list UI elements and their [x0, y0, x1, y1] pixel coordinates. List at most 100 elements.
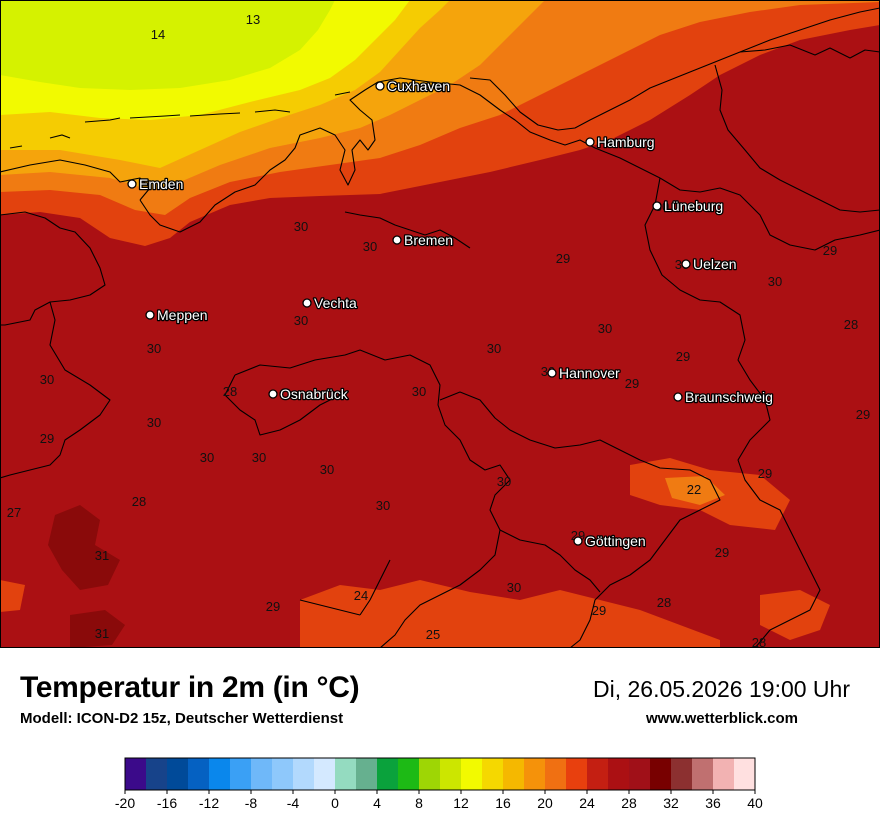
temperature-label: 28: [132, 494, 146, 509]
city-marker[interactable]: [392, 235, 402, 245]
legend-tick-label: 4: [373, 795, 381, 811]
legend-color-swatch: [713, 758, 735, 790]
legend-border: [124, 757, 756, 791]
temp-field-interior-warm: [0, 580, 25, 612]
city-label: Emden: [139, 176, 183, 192]
legend-color-swatch: [482, 758, 504, 790]
forecast-datetime: Di, 26.05.2026 19:00 Uhr: [592, 676, 850, 702]
legend-tick-label: 40: [747, 795, 763, 811]
temperature-label: 30: [376, 498, 390, 513]
website-link[interactable]: www.wetterblick.com: [646, 710, 798, 727]
legend-tick-label: 12: [453, 795, 469, 811]
city-marker[interactable]: [573, 536, 583, 546]
temperature-label: 28: [752, 635, 766, 648]
legend-color-swatch: [545, 758, 567, 790]
temperature-label: 30: [294, 219, 308, 234]
temperature-label: 25: [426, 627, 440, 642]
legend-color-swatch: [188, 758, 210, 790]
temperature-label: 30: [294, 313, 308, 328]
city-marker[interactable]: [673, 392, 683, 402]
city-label: Braunschweig: [685, 389, 773, 405]
temperature-legend: -20 -16 -12 -8 -4 0 4 8 12 16 20 24 28 32 36 40: [115, 757, 763, 811]
temperature-label: 31: [95, 626, 109, 641]
temperature-label: 24: [354, 588, 368, 603]
temperature-label: 28: [657, 595, 671, 610]
temperature-label: 30: [768, 274, 782, 289]
legend-color-swatch: [629, 758, 651, 790]
legend-color-swatch: [419, 758, 441, 790]
temperature-label: 30: [598, 321, 612, 336]
legend-color-swatch: [230, 758, 252, 790]
temperature-label: 29: [676, 349, 690, 364]
city-label: Hamburg: [597, 134, 655, 150]
temp-field-interior-warm: [300, 580, 720, 648]
islands: [9, 91, 351, 149]
model-source: Modell: ICON-D2 15z, Deutscher Wetterdie…: [20, 710, 344, 727]
legend-tick-label: 16: [495, 795, 511, 811]
temperature-label: 22: [687, 482, 701, 497]
city-label: Osnabrück: [280, 386, 349, 402]
legend-color-swatch: [524, 758, 546, 790]
temp-field-yellow-green: [0, 0, 335, 90]
temperature-label: 30: [200, 450, 214, 465]
legend-color-swatch: [335, 758, 357, 790]
legend-color-swatch: [272, 758, 294, 790]
temperature-label: 14: [151, 27, 165, 42]
map-title: Temperatur in 2m (in °C): [20, 671, 360, 704]
temperature-label: 30: [147, 415, 161, 430]
temperature-label: 31: [95, 548, 109, 563]
city-label: Uelzen: [693, 256, 737, 272]
legend-tick-label: -12: [199, 795, 219, 811]
legend-tick-label: 8: [415, 795, 423, 811]
city-marker[interactable]: [127, 179, 137, 189]
temperature-label: 29: [856, 407, 870, 422]
city-marker[interactable]: [652, 201, 662, 211]
legend-color-swatch: [566, 758, 588, 790]
temperature-label: 29: [40, 431, 54, 446]
legend-tick-label: 0: [331, 795, 339, 811]
city-label: Meppen: [157, 307, 208, 323]
city-label: Cuxhaven: [387, 78, 450, 94]
legend-color-swatch: [734, 758, 756, 790]
temperature-label: 28: [844, 317, 858, 332]
temperature-label: 29: [823, 243, 837, 258]
legend-tick-label: 28: [621, 795, 637, 811]
legend-color-swatch: [146, 758, 168, 790]
city-marker[interactable]: [375, 81, 385, 91]
legend-color-swatch: [461, 758, 483, 790]
city-label: Vechta: [314, 295, 357, 311]
legend-color-swatch: [671, 758, 693, 790]
temperature-label: 30: [40, 372, 54, 387]
city-label: Bremen: [404, 232, 453, 248]
legend-tick-label: 24: [579, 795, 595, 811]
temperature-label: 29: [266, 599, 280, 614]
legend-color-swatch: [650, 758, 672, 790]
city-marker[interactable]: [268, 389, 278, 399]
legend-color-swatch: [587, 758, 609, 790]
legend-tick-label: 36: [705, 795, 721, 811]
temperature-label: 29: [556, 251, 570, 266]
temperature-label: 29: [758, 466, 772, 481]
temp-field-interior-orange: [665, 476, 725, 505]
temperature-label: 13: [246, 12, 260, 27]
city-marker[interactable]: [302, 298, 312, 308]
legend-tick-label: -4: [287, 795, 300, 811]
legend-color-swatch: [440, 758, 462, 790]
temp-field-31: [70, 610, 125, 648]
city-marker[interactable]: [547, 368, 557, 378]
temperature-label: 29: [592, 603, 606, 618]
temperature-label: 27: [7, 505, 21, 520]
city-marker[interactable]: [681, 259, 691, 269]
temperature-label: 30: [252, 450, 266, 465]
temperature-label: 28: [223, 384, 237, 399]
city-marker[interactable]: [585, 137, 595, 147]
legend-tick-label: -20: [115, 795, 135, 811]
legend-color-swatch: [377, 758, 399, 790]
city-marker[interactable]: [145, 310, 155, 320]
legend-color-swatch: [314, 758, 336, 790]
legend-color-swatch: [692, 758, 714, 790]
legend-color-swatch: [398, 758, 420, 790]
temperature-label: 29: [625, 376, 639, 391]
legend-color-swatch: [608, 758, 630, 790]
legend-color-swatch: [125, 758, 147, 790]
